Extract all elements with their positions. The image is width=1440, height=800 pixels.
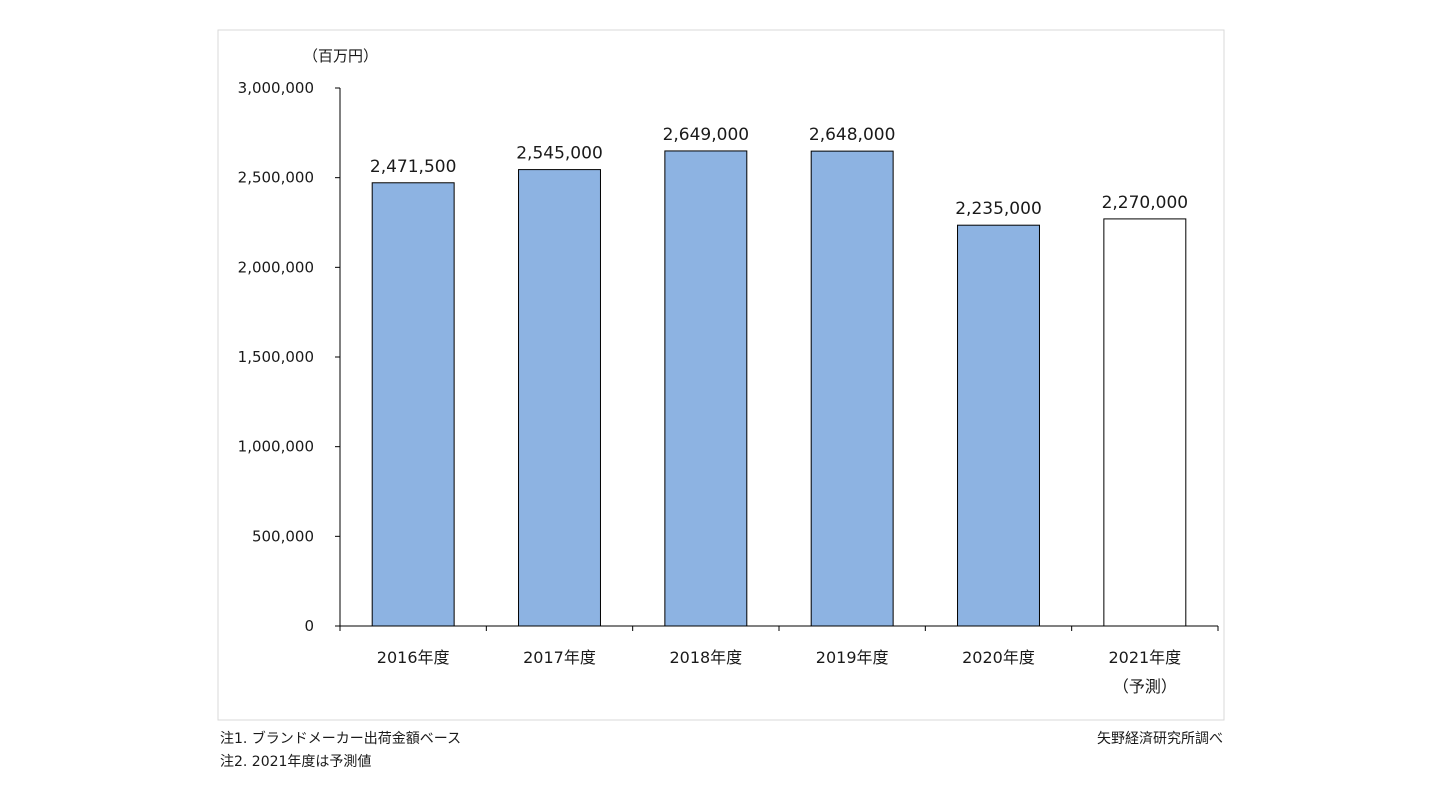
- data-label: 2,235,000: [955, 199, 1042, 219]
- y-tick-label: 1,500,000: [238, 348, 314, 366]
- source-note: 矢野経済研究所調べ: [1097, 731, 1223, 747]
- note-2: 注2. 2021年度は予測値: [220, 754, 372, 770]
- data-label: 2,270,000: [1102, 193, 1189, 213]
- bar: [371, 182, 455, 627]
- data-label: 2,649,000: [663, 125, 750, 145]
- data-label: 2,648,000: [809, 125, 896, 145]
- bar: [810, 150, 894, 627]
- x-category-label: 2021年度: [1108, 648, 1181, 667]
- y-tick-label: 3,000,000: [238, 79, 314, 97]
- note-1: 注1. ブランドメーカー出荷金額ベース: [220, 731, 462, 747]
- x-category-label: 2016年度: [377, 648, 450, 667]
- bar-forecast: [1103, 218, 1187, 627]
- y-tick-label: 0: [304, 617, 314, 635]
- bar: [518, 169, 601, 627]
- y-axis: 0 500,000 1,000,000 1,500,000 2,000,000 2,500…: [238, 79, 341, 635]
- y-tick-label: 2,000,000: [238, 258, 314, 276]
- x-category-label: 2019年度: [816, 648, 889, 667]
- x-category-sublabel: （予測）: [1113, 677, 1177, 696]
- y-tick-label: 2,500,000: [238, 169, 314, 187]
- bars: [371, 150, 1187, 627]
- bar: [664, 150, 748, 627]
- bar: [957, 224, 1040, 627]
- data-labels: 2,471,500 2,545,000 2,649,000 2,648,000 2,23…: [370, 125, 1188, 219]
- data-label: 2,545,000: [516, 144, 603, 164]
- y-axis-unit-label: （百万円）: [303, 47, 378, 65]
- y-tick-label: 1,000,000: [238, 438, 314, 456]
- data-label: 2,471,500: [370, 157, 457, 177]
- y-tick-label: 500,000: [252, 527, 314, 545]
- x-category-label: 2017年度: [523, 648, 596, 667]
- x-category-label: 2018年度: [669, 648, 742, 667]
- x-category-label: 2020年度: [962, 648, 1035, 667]
- x-axis: 2016年度 2017年度 2018年度 2019年度 2020年度 2021年度 （予測）: [339, 625, 1219, 696]
